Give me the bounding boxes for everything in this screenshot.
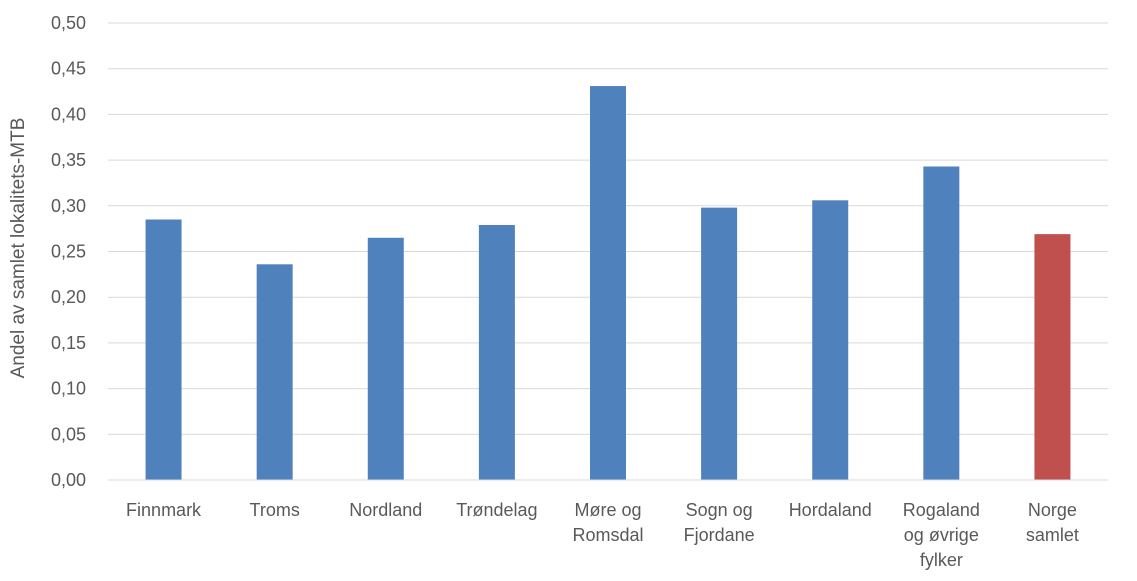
y-tick-label: 0,50 (51, 13, 86, 33)
bar (145, 219, 182, 480)
bar (590, 86, 626, 480)
bar (1034, 234, 1071, 480)
x-tick-label: Troms (250, 500, 300, 520)
bar (256, 264, 293, 480)
y-tick-label: 0,20 (51, 287, 86, 307)
y-tick-label: 0,45 (51, 59, 86, 79)
y-tick-label: 0,10 (51, 379, 86, 399)
y-tick-label: 0,25 (51, 242, 86, 262)
x-tick-label: Nordland (349, 500, 422, 520)
x-tick-labels: Finnmark Troms Nordland Trøndelag Møre og Rom… (126, 500, 1079, 570)
bar (812, 200, 849, 481)
x-tick-label: Norge samlet (1026, 500, 1079, 545)
y-tick-labels: 0,00 0,05 0,10 0,15 0,20 0,25 0,30 0,35 0,40 0,45… (51, 13, 86, 490)
y-tick-label: 0,35 (51, 150, 86, 170)
y-axis-label: Andel av samlet lokalitets-MTB (8, 118, 29, 379)
x-tick-label: Finnmark (126, 500, 202, 520)
bar (478, 224, 515, 480)
x-tick-label: Trøndelag (456, 500, 537, 520)
bar (367, 237, 404, 480)
x-tick-label: Hordaland (789, 500, 872, 520)
y-tick-label: 0,05 (51, 424, 86, 444)
bar (701, 207, 738, 481)
y-tick-label: 0,15 (51, 333, 86, 353)
bar (923, 166, 960, 481)
y-tick-label: 0,00 (51, 470, 86, 490)
y-tick-label: 0,40 (51, 104, 86, 124)
y-tick-label: 0,30 (51, 196, 86, 216)
x-tick-label: Rogaland og øvrige fylker (903, 500, 980, 570)
bars (145, 86, 1071, 481)
x-tick-label: Sogn og Fjordane (684, 500, 755, 545)
x-tick-label: Møre og Romsdal (572, 500, 643, 545)
